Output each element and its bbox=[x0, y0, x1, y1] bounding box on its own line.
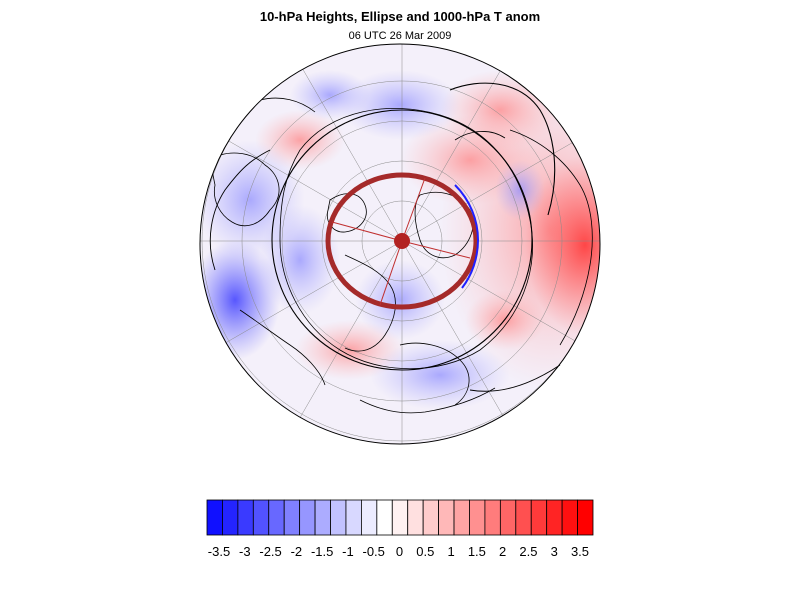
colorbar-swatch bbox=[314, 499, 331, 536]
colorbar-swatch bbox=[422, 499, 440, 536]
colorbar-tick-label: 2.5 bbox=[519, 544, 537, 559]
colorbar-swatch bbox=[299, 499, 316, 536]
colorbar-swatch bbox=[484, 499, 501, 536]
meridian-line bbox=[220, 135, 403, 242]
graticule bbox=[200, 44, 600, 444]
colorbar-swatch bbox=[252, 499, 270, 536]
colorbar-tick-label: -2 bbox=[291, 544, 303, 559]
map-subtitle: 06 UTC 26 Mar 2009 bbox=[348, 30, 452, 42]
meridian-line bbox=[296, 59, 403, 242]
colorbar-swatch bbox=[268, 499, 285, 536]
colorbar-swatch bbox=[499, 499, 517, 536]
colorbar-swatch bbox=[453, 499, 470, 536]
colorbar-swatch bbox=[530, 499, 548, 536]
meridian-line bbox=[401, 240, 584, 347]
height-contours bbox=[209, 82, 561, 392]
colorbar-tick-label: -3.5 bbox=[208, 544, 230, 559]
colorbar-tick-label: 0.5 bbox=[416, 544, 434, 559]
colorbar-tick-label: -3 bbox=[239, 544, 251, 559]
meridian-line bbox=[401, 240, 508, 423]
colorbar-swatch bbox=[330, 499, 347, 536]
map-title: 10-hPa Heights, Ellipse and 1000-hPa T a… bbox=[259, 9, 541, 24]
colorbar-tick-label: -1 bbox=[342, 544, 354, 559]
colorbar-tick-label: 3.5 bbox=[571, 544, 589, 559]
colorbar-swatch bbox=[222, 499, 239, 536]
colorbar-swatch bbox=[561, 499, 578, 536]
coastlines bbox=[209, 97, 593, 414]
colorbar-swatch bbox=[376, 499, 393, 536]
colorbar-tick-label: -1.5 bbox=[311, 544, 333, 559]
meridian-line bbox=[220, 240, 403, 347]
globe-outline bbox=[199, 43, 601, 445]
meridian-line bbox=[401, 59, 508, 242]
colorbar-swatch bbox=[283, 499, 301, 536]
colorbar-tick-label: 1.5 bbox=[468, 544, 486, 559]
colorbar-swatch bbox=[515, 499, 532, 536]
colorbar-tick-label: -0.5 bbox=[363, 544, 385, 559]
colorbar-tick-label: -2.5 bbox=[259, 544, 281, 559]
colorbar-swatch bbox=[469, 499, 486, 536]
colorbar-tick-label: 3 bbox=[551, 544, 558, 559]
colorbar-swatch bbox=[360, 499, 378, 536]
colorbar-swatch bbox=[206, 499, 223, 536]
colorbar-swatch bbox=[391, 499, 409, 536]
colorbar-swatch bbox=[577, 499, 594, 536]
colorbar-swatch bbox=[546, 499, 563, 536]
colorbar-tick-label: 2 bbox=[499, 544, 506, 559]
temperature-anomaly-field bbox=[200, 44, 600, 444]
vortex-ellipse bbox=[325, 172, 480, 310]
colorbar-swatch bbox=[438, 499, 455, 536]
colorbar-swatch bbox=[237, 499, 254, 536]
colorbar-swatch bbox=[407, 499, 424, 536]
meridian-line bbox=[296, 240, 403, 423]
colorbar-tick-label: 0 bbox=[396, 544, 403, 559]
colorbar-tick-label: 1 bbox=[447, 544, 454, 559]
colorbar-swatch bbox=[345, 499, 362, 536]
